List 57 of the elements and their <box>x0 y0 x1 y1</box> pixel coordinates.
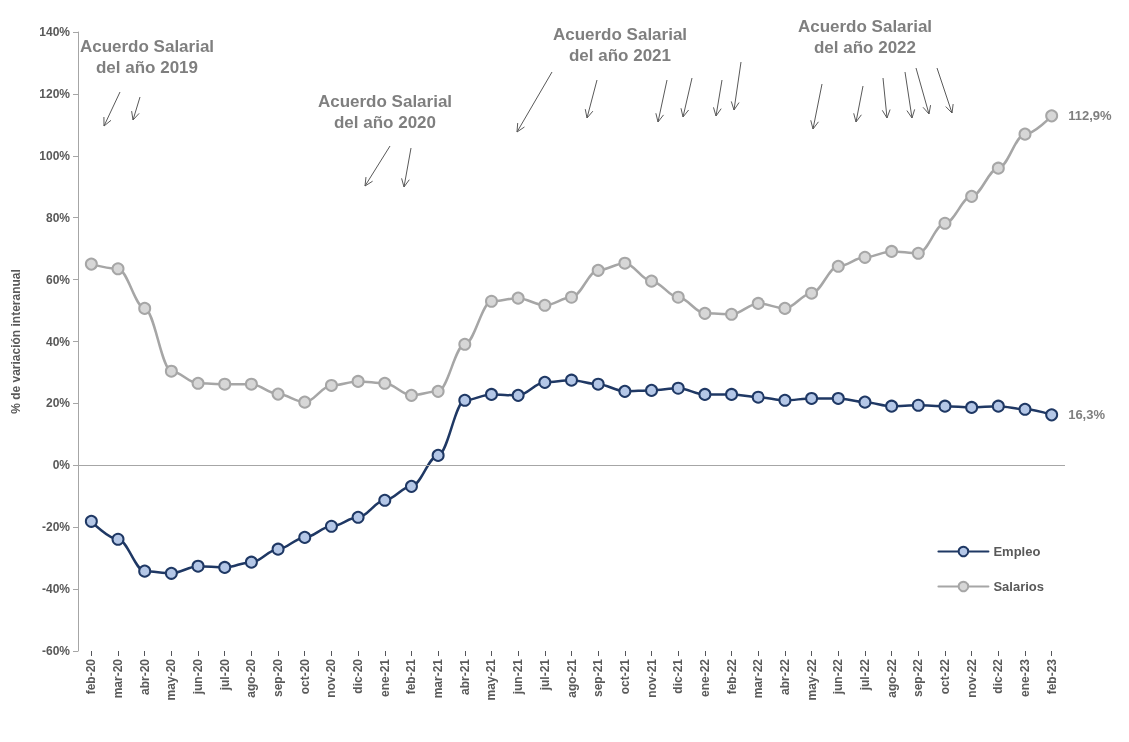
x-tick-label: dic-22 <box>991 658 1006 694</box>
x-tick-label: ene-23 <box>1017 658 1032 698</box>
x-tick-label: nov-20 <box>324 658 339 698</box>
y-tick-label: 60% <box>45 272 71 287</box>
y-tick-label: 80% <box>45 210 71 225</box>
x-tick-label: feb-20 <box>84 658 99 695</box>
x-tick-label: feb-22 <box>724 658 739 695</box>
x-tick-label: sep-22 <box>911 658 926 698</box>
x-tick-label: mar-21 <box>431 658 446 699</box>
x-tick-label: jun-20 <box>191 658 206 696</box>
y-tick-label: -40% <box>41 582 71 597</box>
x-tick-label: may-20 <box>164 658 179 701</box>
legend-label: Salarios <box>993 579 1045 594</box>
y-tick-label: 20% <box>45 396 71 411</box>
x-tick-label: jun-21 <box>511 658 526 696</box>
y-tick-label: 40% <box>45 334 71 349</box>
x-tick-label: nov-22 <box>964 658 979 698</box>
x-tick-label: sep-21 <box>591 658 606 698</box>
x-tick-label: abr-20 <box>137 658 152 696</box>
x-tick-label: dic-20 <box>351 658 366 694</box>
x-tick-label: may-22 <box>804 658 819 701</box>
x-tick-label: sep-20 <box>271 658 286 698</box>
legend-label: Empleo <box>993 544 1041 559</box>
annotation: Acuerdo Salarial del año 2019 <box>78 36 216 78</box>
x-tick-label: mar-22 <box>751 658 766 699</box>
x-tick-label: jun-22 <box>831 658 846 696</box>
x-tick-label: ene-21 <box>377 658 392 698</box>
y-tick-label: 100% <box>39 148 71 163</box>
y-tick-label: -20% <box>41 520 71 535</box>
x-tick-label: oct-20 <box>297 658 312 695</box>
x-tick-label: mar-20 <box>111 658 126 699</box>
x-tick-label: jul-22 <box>857 658 872 692</box>
x-tick-label: ago-20 <box>244 658 259 698</box>
x-tick-label: abr-22 <box>777 658 792 696</box>
x-tick-label: feb-21 <box>404 658 419 695</box>
y-tick-label: 140% <box>39 25 71 39</box>
y-tick-label: -60% <box>41 644 71 658</box>
x-tick-label: feb-23 <box>1044 658 1059 695</box>
x-tick-label: ago-22 <box>884 658 899 698</box>
x-tick-label: jul-20 <box>217 658 232 692</box>
annotation: Acuerdo Salarial del año 2020 <box>316 91 454 133</box>
x-tick-label: nov-21 <box>644 658 659 698</box>
x-tick-label: ago-21 <box>564 658 579 698</box>
x-tick-label: may-21 <box>484 658 499 701</box>
x-tick-label: ene-22 <box>697 658 712 698</box>
data-label: 112,9% <box>1068 108 1112 124</box>
x-tick-label: oct-21 <box>617 658 632 695</box>
x-tick-label: abr-21 <box>457 658 472 696</box>
y-tick-label: 0% <box>52 458 71 473</box>
annotation: Acuerdo Salarial del año 2022 <box>796 16 934 58</box>
y-tick-label: 120% <box>39 86 71 101</box>
data-label: 16,3% <box>1068 407 1106 423</box>
x-tick-label: dic-21 <box>671 658 686 694</box>
y-axis-title: % de variación interanual <box>9 269 23 414</box>
x-tick-label: oct-22 <box>937 658 952 695</box>
x-tick-label: jul-21 <box>537 658 552 692</box>
annotation: Acuerdo Salarial del año 2021 <box>551 24 689 66</box>
